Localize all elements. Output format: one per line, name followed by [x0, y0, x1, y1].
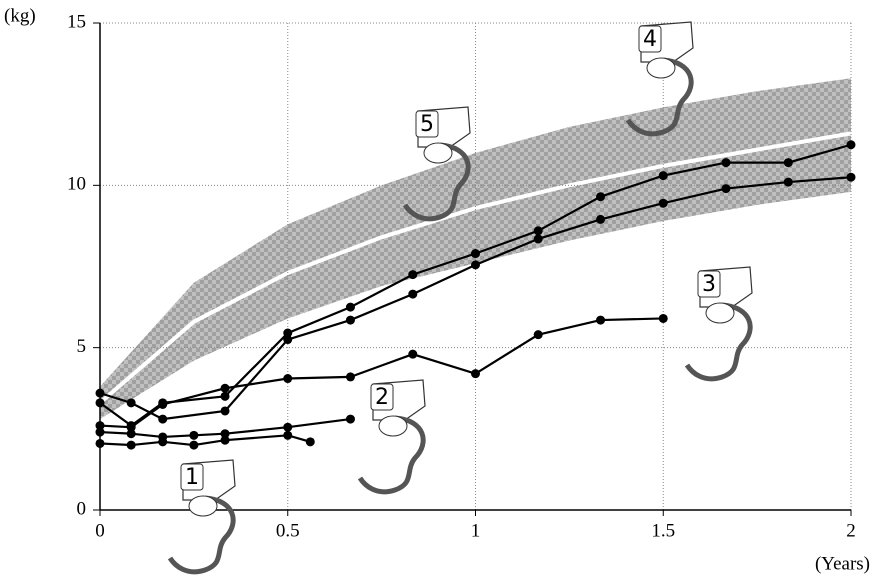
data-point [471, 249, 480, 258]
icon-label: 5 [420, 112, 434, 137]
data-point [158, 400, 167, 409]
data-point [127, 429, 136, 438]
icon-label: 3 [702, 272, 716, 297]
data-point [408, 270, 417, 279]
y-axis-label: (kg) [4, 5, 36, 26]
y-tick-label: 0 [77, 498, 87, 519]
data-point [659, 171, 668, 180]
organ-icon: 1 [170, 460, 235, 572]
organ-part [706, 303, 734, 323]
organ-part [647, 58, 675, 78]
data-point [784, 178, 793, 187]
y-tick-label: 5 [77, 336, 87, 357]
data-point [346, 303, 355, 312]
data-point [158, 437, 167, 446]
data-point [721, 184, 730, 193]
icon-label: 2 [375, 385, 389, 410]
data-point [534, 234, 543, 243]
data-point [534, 226, 543, 235]
data-point [659, 314, 668, 323]
data-point [408, 290, 417, 299]
data-point [346, 316, 355, 325]
organ-icon: 2 [360, 380, 425, 492]
data-point [127, 398, 136, 407]
data-point [534, 330, 543, 339]
data-point [96, 389, 105, 398]
x-axis-label: (Years) [815, 553, 870, 574]
organ-part [424, 143, 452, 163]
x-tick-label: 1 [471, 520, 481, 541]
data-point [847, 140, 856, 149]
data-point [221, 384, 230, 393]
data-point [96, 398, 105, 407]
x-tick-label: 0.5 [276, 520, 300, 541]
data-point [283, 374, 292, 383]
x-tick-label: 1.5 [651, 520, 675, 541]
data-point [221, 392, 230, 401]
data-point [221, 436, 230, 445]
data-point [346, 372, 355, 381]
organ-icon: 3 [687, 267, 752, 379]
x-tick-label: 0 [95, 520, 105, 541]
y-tick-label: 15 [67, 11, 86, 32]
data-point [127, 441, 136, 450]
data-point [283, 335, 292, 344]
organ-part [379, 416, 407, 436]
data-point [306, 437, 315, 446]
data-point [471, 369, 480, 378]
data-point [346, 415, 355, 424]
x-tick-label: 2 [846, 520, 856, 541]
data-point [659, 199, 668, 208]
data-point [471, 260, 480, 269]
icon-label: 1 [185, 465, 199, 490]
data-point [221, 406, 230, 415]
data-point [784, 158, 793, 167]
y-tick-label: 10 [67, 174, 86, 195]
data-point [721, 158, 730, 167]
data-point [96, 439, 105, 448]
data-point [189, 431, 198, 440]
organ-part [189, 496, 217, 516]
chart: (kg) (Years) 0 5 10 15 0 0.5 1 1.5 2 1 2 3 4 5 [0, 0, 873, 581]
data-point [408, 350, 417, 359]
data-point [596, 192, 605, 201]
data-point [596, 215, 605, 224]
data-point [596, 316, 605, 325]
data-point [283, 423, 292, 432]
data-point [158, 415, 167, 424]
data-point [847, 173, 856, 182]
data-point [283, 431, 292, 440]
data-point [96, 428, 105, 437]
data-point [189, 441, 198, 450]
icon-label: 4 [643, 27, 657, 52]
